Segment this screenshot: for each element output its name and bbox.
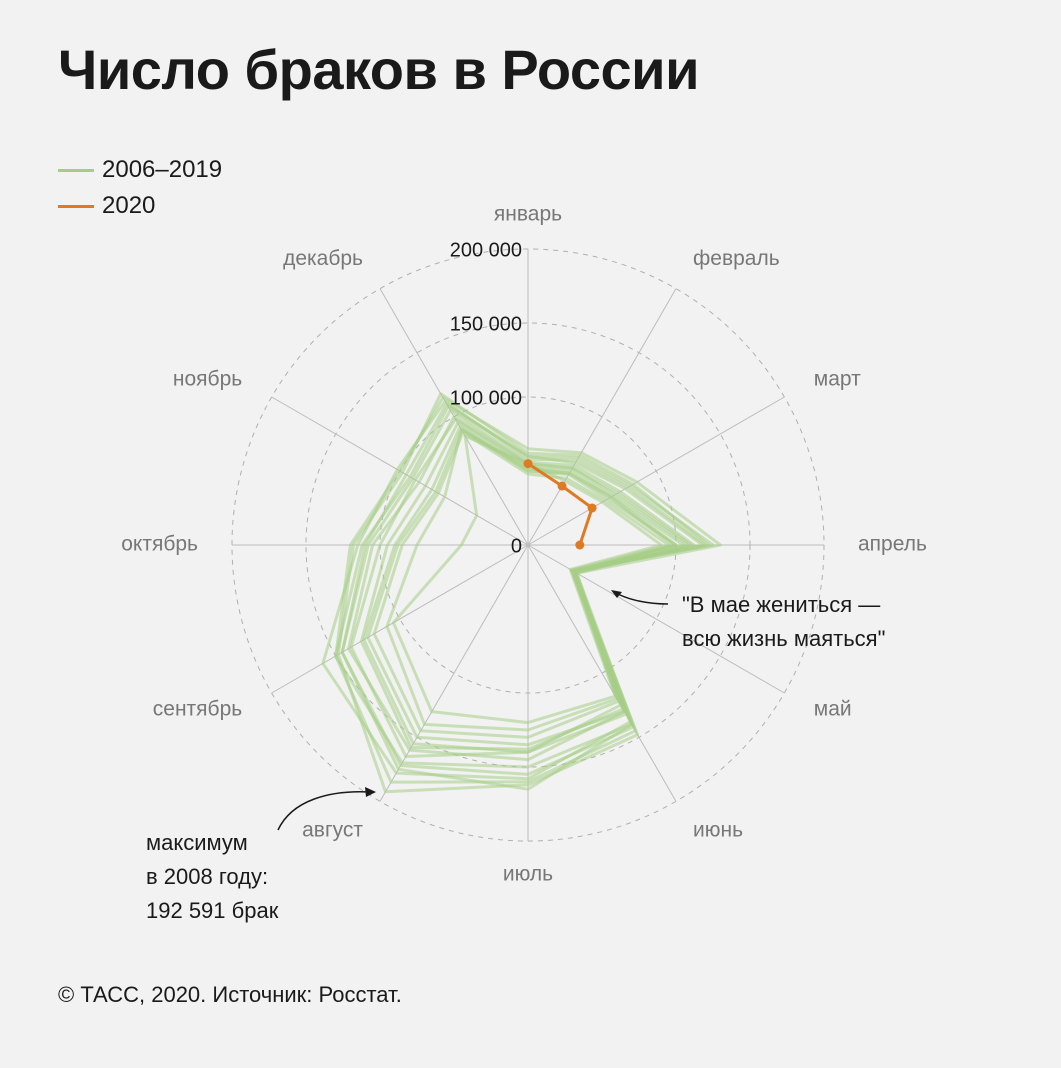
series-point-2020 <box>557 481 567 491</box>
annotation-arrow-may <box>613 591 669 605</box>
series-line-history <box>336 392 711 794</box>
series-layer <box>321 392 722 794</box>
category-label: январь <box>494 203 562 226</box>
series-line-2020 <box>527 462 594 546</box>
series-line-history <box>366 428 678 747</box>
annotation-may: "В мае жениться — всю жизнь маяться" <box>682 592 886 651</box>
annotation-arrowhead-may <box>611 590 622 598</box>
legend: 2006–2019 2020 <box>58 152 222 224</box>
legend-item-history: 2006–2019 <box>58 152 222 188</box>
category-label: октябрь <box>121 533 198 556</box>
series-point-2020 <box>523 459 533 469</box>
r-tick-label: 100 000 <box>450 387 522 409</box>
series-line-history <box>391 434 663 725</box>
r-tick-label: 0 <box>511 535 522 557</box>
annotation-arrowhead-max <box>365 787 376 797</box>
category-label: сентябрь <box>153 698 242 721</box>
r-tick-label: 150 000 <box>450 313 522 335</box>
series-line-history <box>334 405 705 769</box>
category-label: май <box>814 698 852 721</box>
category-label: июль <box>503 863 553 886</box>
category-label: март <box>814 368 861 391</box>
legend-label-history: 2006–2019 <box>102 156 223 183</box>
legend-swatch-2020 <box>58 204 94 208</box>
spoke-line <box>379 544 529 802</box>
series-line-history <box>334 396 722 784</box>
chart-title: Число браков в России <box>58 38 700 101</box>
series-line-history <box>385 428 675 732</box>
annotation-max: максимум в 2008 году: 192 591 брак <box>146 830 279 923</box>
series-line-history <box>372 430 671 739</box>
r-tick-label: 200 000 <box>450 239 522 261</box>
legend-item-2020: 2020 <box>58 188 222 224</box>
legend-swatch-history <box>58 168 94 172</box>
spoke-line <box>527 288 677 546</box>
series-point-2020 <box>575 540 585 550</box>
spoke-line <box>527 544 677 802</box>
label-layer: 0 100 000 150 000 200 000 январь февраль март а… <box>121 203 927 886</box>
annotation-arrow-max <box>277 791 371 831</box>
legend-label-2020: 2020 <box>102 192 156 219</box>
category-label: июнь <box>693 818 743 841</box>
category-label: февраль <box>693 247 780 270</box>
highlight-layer <box>523 459 597 550</box>
category-label: ноябрь <box>173 368 242 391</box>
source-credit: © ТАСС, 2020. Источник: Росстат. <box>58 982 402 1007</box>
category-label: декабрь <box>283 247 363 270</box>
series-line-history <box>340 402 715 791</box>
series-line-history <box>340 408 696 776</box>
category-label: апрель <box>858 533 927 556</box>
category-label: август <box>302 818 363 841</box>
spoke-line <box>527 396 785 546</box>
spoke-line <box>271 544 529 694</box>
series-line-history <box>321 399 708 781</box>
series-line-history <box>347 415 693 762</box>
series-point-2020 <box>587 503 597 513</box>
